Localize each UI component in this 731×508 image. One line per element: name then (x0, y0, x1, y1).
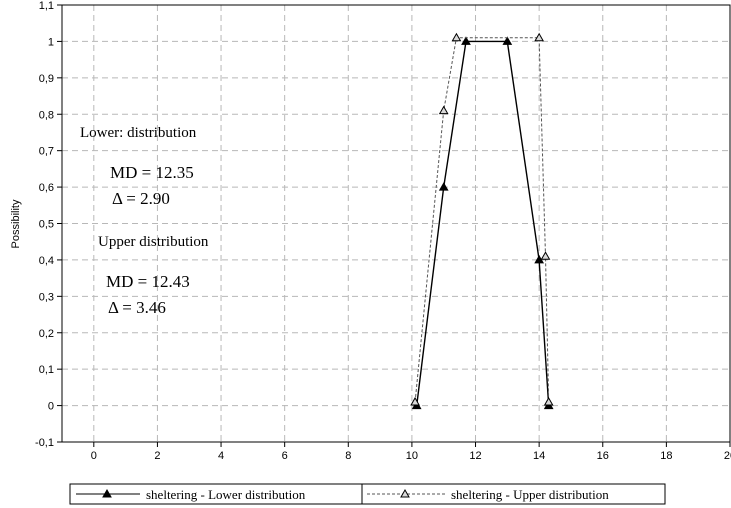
legend-marker-upper (400, 488, 410, 498)
x-tick-label: 10 (406, 450, 418, 462)
legend-item-upper: sheltering - Upper distribution (367, 487, 609, 502)
x-tick-label: 18 (660, 450, 672, 462)
grid-lines (62, 4, 731, 443)
y-tick-label: 0,2 (39, 328, 54, 340)
y-tick-label: 0,9 (39, 73, 54, 85)
x-tick-label: 14 (533, 450, 545, 462)
x-tick-label: 8 (345, 450, 351, 462)
x-tick-label: 4 (218, 450, 224, 462)
y-tick-label: 0,4 (39, 255, 54, 267)
y-tick-label: 0,5 (39, 219, 54, 231)
lower-delta-value: Δ = 2.90 (112, 189, 170, 208)
upper-md-value: MD = 12.43 (106, 272, 190, 291)
legend: sheltering - Lower distribution shelteri… (69, 483, 666, 505)
series-upper (410, 32, 554, 406)
data-point (410, 396, 420, 406)
y-tick-label: 0,8 (39, 109, 54, 121)
upper-delta-value: Δ = 3.46 (108, 298, 166, 317)
y-tick-label: 0 (48, 401, 54, 413)
legend-marker-lower (102, 488, 112, 498)
lower-md-value: MD = 12.35 (110, 163, 194, 182)
data-point (543, 396, 554, 406)
legend-label-lower: sheltering - Lower distribution (146, 487, 306, 502)
data-point (461, 36, 471, 45)
y-tick-label: 0,6 (39, 182, 54, 194)
series-lower (411, 36, 554, 410)
x-tick-label: 2 (154, 450, 160, 462)
y-tick-label: 1,1 (39, 0, 54, 12)
data-point (451, 32, 462, 42)
y-axis-label: Possibility (10, 199, 22, 248)
x-tick-label: 20 (724, 450, 731, 462)
data-point (540, 251, 551, 260)
data-point (438, 105, 449, 115)
x-tick-label: 6 (282, 450, 288, 462)
y-tick-label: 0,1 (39, 364, 54, 376)
lower-distribution-title: Lower: distribution (80, 125, 197, 141)
series-line (414, 37, 550, 402)
y-tick-label: 1 (48, 36, 54, 48)
data-point (534, 32, 545, 42)
x-tick-label: 0 (91, 450, 97, 462)
y-tick-label: 0,7 (39, 146, 54, 158)
upper-distribution-title: Upper distribution (98, 234, 209, 250)
series-line (416, 40, 550, 406)
legend-item-lower: sheltering - Lower distribution (76, 487, 306, 502)
legend-label-upper: sheltering - Upper distribution (451, 487, 609, 502)
data-point (502, 36, 513, 45)
x-tick-label: 16 (597, 450, 609, 462)
y-tick-label: 0,3 (39, 291, 54, 303)
annotations: Lower: distribution MD = 12.35 Δ = 2.90 … (80, 125, 209, 317)
data-series (410, 32, 554, 410)
y-tick-label: -0,1 (35, 437, 54, 449)
x-tick-label: 12 (469, 450, 481, 462)
axis-ticks: 0 2 4 6 8 10 12 14 16 18 20 -0,1 0 0,1 0,2 0,3 0,4 0,5 0,6… (35, 0, 731, 462)
data-point (438, 182, 449, 191)
